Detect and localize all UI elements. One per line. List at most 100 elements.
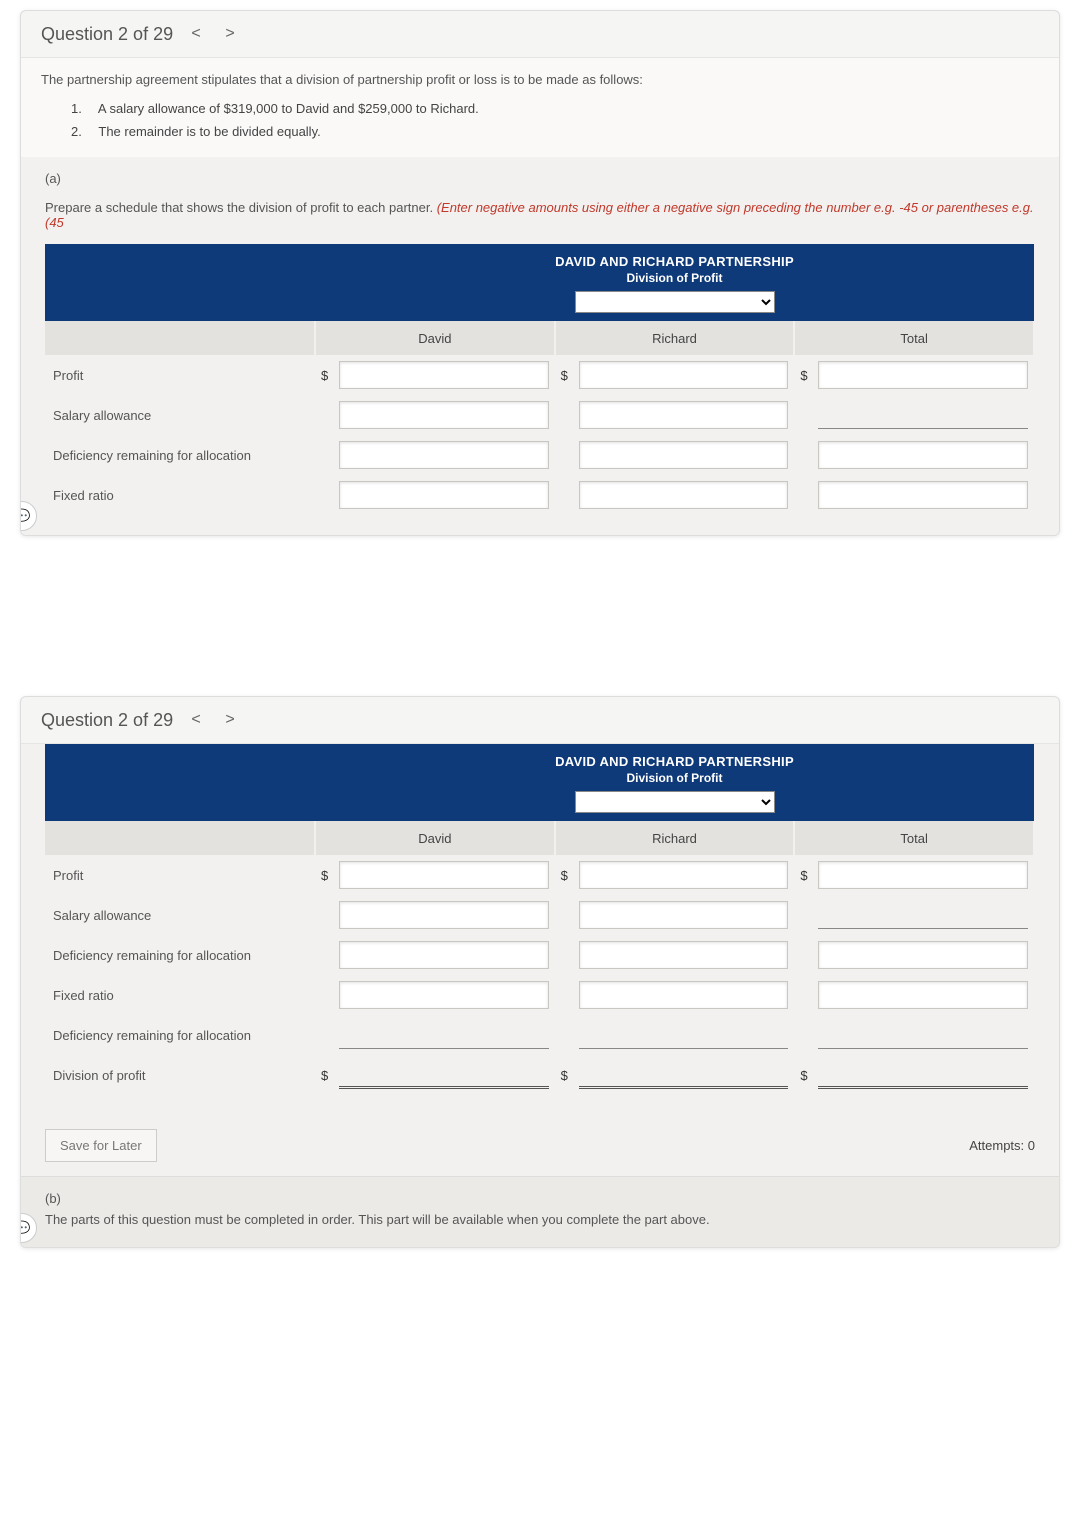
def1-david-input[interactable]: [339, 441, 549, 469]
fixed-richard-input[interactable]: [579, 981, 789, 1009]
def1-richard-input[interactable]: [579, 941, 789, 969]
period-dropdown-wrap: [575, 791, 775, 813]
table-title-row: DAVID AND RICHARD PARTNERSHIP Division o…: [45, 744, 1034, 821]
currency-symbol: $: [321, 868, 328, 883]
part-a-instruction: Prepare a schedule that shows the divisi…: [21, 190, 1059, 244]
value-cell: [812, 355, 1034, 395]
attempts-counter: Attempts: 0: [969, 1138, 1035, 1153]
currency-symbol: $: [561, 868, 568, 883]
def1-david-input[interactable]: [339, 941, 549, 969]
period-dropdown[interactable]: [575, 291, 775, 313]
next-question-button[interactable]: >: [219, 23, 241, 45]
part-b-label: (b): [45, 1191, 1035, 1206]
page-gap: [0, 546, 1080, 686]
fixed-david-input[interactable]: [339, 481, 549, 509]
currency-cell: $: [555, 355, 573, 395]
profit-richard-input[interactable]: [579, 861, 789, 889]
table-row: Fixed ratio: [45, 475, 1034, 515]
currency-symbol: $: [800, 368, 807, 383]
table-title-cell: DAVID AND RICHARD PARTNERSHIP Division o…: [315, 244, 1034, 321]
currency-symbol: $: [321, 368, 328, 383]
col-richard: Richard: [555, 821, 795, 855]
profit-david-input[interactable]: [339, 361, 549, 389]
col-total: Total: [794, 821, 1034, 855]
schedule-table-wrap: DAVID AND RICHARD PARTNERSHIP Division o…: [21, 244, 1059, 535]
def1-total-input[interactable]: [818, 941, 1028, 969]
row-label: Profit: [45, 855, 315, 895]
schedule-table: DAVID AND RICHARD PARTNERSHIP Division o…: [45, 244, 1035, 515]
table-title-spacer: [45, 744, 315, 821]
table-row: Deficiency remaining for allocation: [45, 935, 1034, 975]
division-david-input[interactable]: [339, 1061, 549, 1089]
next-question-button[interactable]: >: [219, 709, 241, 731]
col-david: David: [315, 321, 555, 355]
col-spacer: [45, 321, 315, 355]
col-spacer: [45, 821, 315, 855]
intro-lead: The partnership agreement stipulates tha…: [41, 72, 1039, 87]
part-a-label: (a): [21, 157, 1059, 190]
schedule-table-wrap: DAVID AND RICHARD PARTNERSHIP Division o…: [21, 744, 1059, 1115]
row-label: Fixed ratio: [45, 975, 315, 1015]
currency-symbol: $: [800, 868, 807, 883]
prev-question-button[interactable]: <: [185, 709, 207, 731]
salary-david-input[interactable]: [339, 901, 549, 929]
list-item: 2. The remainder is to be divided equall…: [41, 120, 1039, 143]
profit-total-input[interactable]: [818, 861, 1028, 889]
period-dropdown[interactable]: [575, 791, 775, 813]
def1-richard-input[interactable]: [579, 441, 789, 469]
fixed-richard-input[interactable]: [579, 481, 789, 509]
currency-symbol: $: [561, 1068, 568, 1083]
currency-symbol: $: [321, 1068, 328, 1083]
salary-richard-input[interactable]: [579, 401, 789, 429]
table-row: Deficiency remaining for allocation: [45, 435, 1034, 475]
division-total-input[interactable]: [818, 1061, 1028, 1089]
table-subtitle: Division of Profit: [321, 271, 1028, 285]
panel-header: Question 2 of 29 < >: [21, 11, 1059, 58]
row-label: Deficiency remaining for allocation: [45, 1015, 315, 1055]
intro-text: The partnership agreement stipulates tha…: [21, 58, 1059, 157]
table-title-spacer: [45, 244, 315, 321]
value-cell: [333, 355, 555, 395]
col-richard: Richard: [555, 321, 795, 355]
table-row: Fixed ratio: [45, 975, 1034, 1015]
salary-david-input[interactable]: [339, 401, 549, 429]
question-panel-bottom: Question 2 of 29 < > DAVID AND RICHARD P…: [20, 696, 1060, 1248]
salary-total-input[interactable]: [818, 401, 1028, 429]
salary-richard-input[interactable]: [579, 901, 789, 929]
division-richard-input[interactable]: [579, 1061, 789, 1089]
profit-richard-input[interactable]: [579, 361, 789, 389]
table-row: Profit $ $ $: [45, 355, 1034, 395]
col-total: Total: [794, 321, 1034, 355]
fixed-david-input[interactable]: [339, 981, 549, 1009]
prev-question-button[interactable]: <: [185, 23, 207, 45]
table-row: Profit $ $ $: [45, 855, 1034, 895]
currency-symbol: $: [561, 368, 568, 383]
profit-david-input[interactable]: [339, 861, 549, 889]
table-subtitle: Division of Profit: [321, 771, 1028, 785]
row-label: Profit: [45, 355, 315, 395]
table-title-row: DAVID AND RICHARD PARTNERSHIP Division o…: [45, 244, 1034, 321]
def2-david-input[interactable]: [339, 1021, 549, 1049]
list-number: 1.: [71, 101, 95, 116]
def2-richard-input[interactable]: [579, 1021, 789, 1049]
table-row: Division of profit $ $ $: [45, 1055, 1034, 1095]
column-headers: David Richard Total: [45, 321, 1034, 355]
row-label: Fixed ratio: [45, 475, 315, 515]
currency-symbol: $: [800, 1068, 807, 1083]
profit-total-input[interactable]: [818, 361, 1028, 389]
def2-total-input[interactable]: [818, 1021, 1028, 1049]
part-b-text: The parts of this question must be compl…: [45, 1212, 1035, 1227]
table-title: DAVID AND RICHARD PARTNERSHIP: [321, 254, 1028, 269]
save-for-later-button[interactable]: Save for Later: [45, 1129, 157, 1162]
fixed-total-input[interactable]: [818, 981, 1028, 1009]
instruction-plain: Prepare a schedule that shows the divisi…: [45, 200, 437, 215]
fixed-total-input[interactable]: [818, 481, 1028, 509]
question-counter: Question 2 of 29: [41, 24, 173, 45]
part-b-section: (b) The parts of this question must be c…: [21, 1176, 1059, 1247]
table-row: Deficiency remaining for allocation: [45, 1015, 1034, 1055]
footer-row: Save for Later Attempts: 0: [21, 1115, 1059, 1176]
question-panel-top: Question 2 of 29 < > The partnership agr…: [20, 10, 1060, 536]
salary-total-input[interactable]: [818, 901, 1028, 929]
question-counter: Question 2 of 29: [41, 710, 173, 731]
def1-total-input[interactable]: [818, 441, 1028, 469]
